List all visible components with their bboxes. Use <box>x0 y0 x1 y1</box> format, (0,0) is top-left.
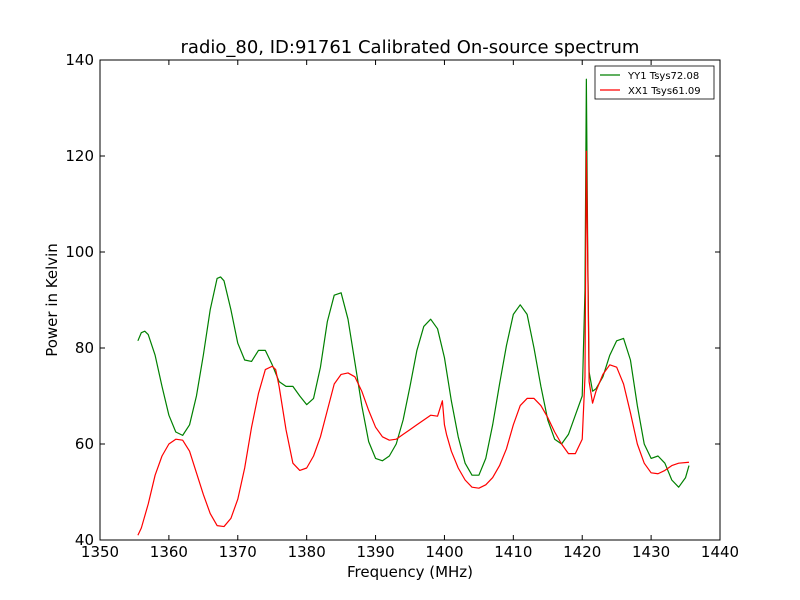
legend: YY1 Tsys72.08 XX1 Tsys61.09 <box>594 65 715 100</box>
y-tick-label: 140 <box>65 51 94 69</box>
legend-entry-1: YY1 Tsys72.08 <box>627 71 699 82</box>
legend-box <box>594 65 715 100</box>
y-tick-label: 60 <box>75 435 94 453</box>
y-tick-label: 100 <box>65 243 94 261</box>
y-axis-label: Power in Kelvin <box>43 243 61 357</box>
x-tick-label: 1370 <box>219 543 257 561</box>
x-tick-label: 1390 <box>356 543 394 561</box>
axis-ticks: 1350 1360 1370 1380 1390 1400 1410 1420 1430 1440… <box>65 51 739 561</box>
plot-area <box>99 59 721 541</box>
y-tick-label: 120 <box>65 147 94 165</box>
chart-title: radio_80, ID:91761 Calibrated On-source … <box>181 37 640 58</box>
x-tick-label: 1430 <box>632 543 670 561</box>
x-tick-label: 1350 <box>81 543 119 561</box>
series-line-2 <box>137 150 690 536</box>
y-tick-label: 40 <box>75 531 94 549</box>
legend-entry-2: XX1 Tsys61.09 <box>628 86 701 97</box>
x-tick-label: 1420 <box>563 543 601 561</box>
y-tick-label: 80 <box>75 339 94 357</box>
series-lines <box>137 78 690 536</box>
x-tick-label: 1440 <box>701 543 739 561</box>
x-axis-label: Frequency (MHz) <box>347 563 473 581</box>
x-tick-label: 1400 <box>425 543 463 561</box>
series-line-1 <box>137 78 690 488</box>
x-tick-label: 1380 <box>288 543 326 561</box>
x-tick-label: 1360 <box>150 543 188 561</box>
x-tick-label: 1410 <box>494 543 532 561</box>
